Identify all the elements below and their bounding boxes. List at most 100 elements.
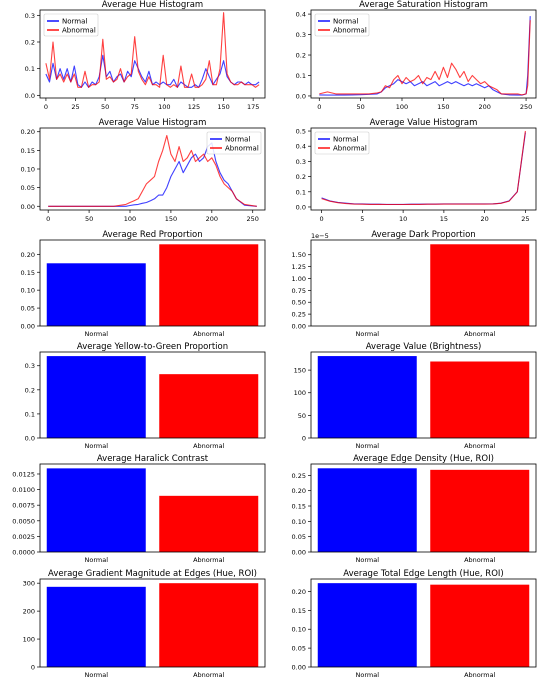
bar-normal bbox=[317, 583, 417, 667]
y-tick-label: 0.10 bbox=[21, 166, 35, 174]
x-category-label: Abnormal bbox=[193, 442, 225, 450]
x-tick-label: 150 bbox=[217, 103, 229, 111]
chart-panel-1: Average Hue Histogram 0.0 0.1 0.2 0.3 0 25 50 75… bbox=[25, 0, 266, 111]
x-category-label: Abnormal bbox=[464, 671, 496, 679]
y-tick-label: 0.2 bbox=[296, 52, 306, 60]
y-tick-label: 1.50 bbox=[292, 251, 306, 259]
x-category-label: Normal bbox=[355, 671, 379, 679]
y-tick-label: 0.20 bbox=[21, 128, 35, 136]
y-tick-label: 0.5 bbox=[296, 128, 306, 136]
y-tick-label: 0.05 bbox=[21, 305, 35, 313]
y-tick-label: 0.15 bbox=[21, 269, 35, 277]
y-tick-label: 0.0000 bbox=[12, 549, 35, 557]
y-tick-label: 0.1 bbox=[25, 410, 35, 418]
series-line-abnormal bbox=[48, 134, 257, 207]
legend-label: Normal bbox=[333, 136, 358, 144]
y-tick-label: 0.0 bbox=[25, 92, 35, 100]
y-tick-label: 0.3 bbox=[25, 12, 35, 20]
y-tick-label: 0.10 bbox=[292, 518, 306, 526]
y-tick-label: 1.25 bbox=[292, 263, 306, 271]
chart-panel-6: Average Dark Proportion 0.00 0.25 0.50 0.75 1… bbox=[292, 230, 537, 338]
axes-frame bbox=[310, 127, 537, 211]
y-tick-label: 0.75 bbox=[292, 287, 306, 295]
chart-title: Average Hue Histogram bbox=[102, 0, 203, 10]
x-category-label: Normal bbox=[355, 442, 379, 450]
chart-title: Average Haralick Contrast bbox=[97, 454, 209, 464]
chart-panel-5: Average Red Proportion 0.00 0.05 0.10 0.15 0.… bbox=[21, 230, 266, 338]
legend-label: Abnormal bbox=[62, 27, 96, 35]
x-tick-label: 15 bbox=[440, 215, 448, 223]
legend-label: Abnormal bbox=[225, 145, 259, 153]
chart-title: Average Value (Brightness) bbox=[366, 342, 482, 352]
chart-panel-12: Average Total Edge Length (Hue, ROI) 0.00… bbox=[292, 569, 537, 679]
x-tick-label: 0 bbox=[317, 103, 321, 111]
series-line-abnormal bbox=[321, 130, 526, 206]
y-tick-label: 0.15 bbox=[21, 147, 35, 155]
y-tick-label: 0.05 bbox=[292, 645, 306, 653]
y-tick-label: 0.0125 bbox=[12, 470, 35, 478]
axes-frame bbox=[39, 351, 266, 439]
series-line-normal bbox=[48, 142, 257, 207]
y-tick-label: 0.0 bbox=[25, 435, 35, 443]
y-tick-label: 1.00 bbox=[292, 275, 306, 283]
bar-normal bbox=[317, 356, 417, 438]
y-tick-label: 0.25 bbox=[292, 472, 306, 480]
x-tick-label: 100 bbox=[158, 103, 170, 111]
y-tick-label: 0.50 bbox=[292, 299, 306, 307]
chart-title: Average Value Histogram bbox=[99, 118, 207, 128]
axes-frame bbox=[310, 239, 537, 327]
bar-abnormal bbox=[430, 361, 530, 438]
x-tick-label: 50 bbox=[356, 103, 364, 111]
x-tick-label: 250 bbox=[520, 103, 532, 111]
axes-frame bbox=[39, 463, 266, 553]
y-tick-label: 300 bbox=[23, 580, 35, 588]
chart-panel-8: Average Value (Brightness) 0 50 100 150 Norma… bbox=[294, 342, 537, 450]
y-tick-label: 0.0075 bbox=[12, 502, 35, 510]
x-tick-label: 50 bbox=[101, 103, 109, 111]
x-tick-label: 0 bbox=[44, 103, 48, 111]
bar-normal bbox=[46, 356, 146, 438]
y-tick-label: 0.15 bbox=[292, 503, 306, 511]
x-category-label: Abnormal bbox=[464, 442, 496, 450]
x-tick-label: 25 bbox=[521, 215, 529, 223]
series-line-abnormal bbox=[45, 12, 260, 88]
y-tick-label: 0.2 bbox=[25, 386, 35, 394]
chart-title: Average Dark Proportion bbox=[371, 230, 475, 240]
x-category-label: Abnormal bbox=[193, 556, 225, 564]
y-tick-label: 0.4 bbox=[296, 11, 306, 19]
y-tick-label: 0 bbox=[302, 435, 306, 443]
x-category-label: Normal bbox=[355, 330, 379, 338]
x-tick-label: 0 bbox=[320, 215, 324, 223]
y-tick-label: 0.2 bbox=[25, 39, 35, 47]
legend-label: Normal bbox=[225, 136, 250, 144]
chart-title: Average Gradient Magnitude at Edges (Hue… bbox=[48, 569, 257, 579]
axes-frame bbox=[39, 239, 266, 327]
x-tick-label: 100 bbox=[396, 103, 408, 111]
bar-abnormal bbox=[159, 244, 259, 326]
y-tick-label: 50 bbox=[298, 412, 306, 420]
y-tick-label: 0.2 bbox=[296, 173, 306, 181]
bar-abnormal bbox=[430, 244, 530, 326]
chart-panel-7: Average Yellow-to-Green Proportion 0.0 0.1… bbox=[25, 342, 266, 450]
axes-frame bbox=[39, 127, 266, 211]
bar-abnormal bbox=[159, 374, 259, 438]
x-category-label: Abnormal bbox=[464, 556, 496, 564]
bar-normal bbox=[317, 468, 417, 552]
bar-abnormal bbox=[430, 469, 530, 552]
legend-label: Abnormal bbox=[333, 27, 367, 35]
y-tick-label: 0.20 bbox=[292, 588, 306, 596]
chart-panel-4: Average Value Histogram 0.0 0.1 0.2 0.3 0.4 0.… bbox=[296, 118, 537, 223]
bar-abnormal bbox=[430, 584, 530, 667]
y-tick-label: 0.0 bbox=[296, 92, 306, 100]
bar-normal bbox=[46, 586, 146, 667]
x-tick-label: 20 bbox=[481, 215, 489, 223]
y-tick-label: 150 bbox=[294, 367, 306, 375]
legend-label: Normal bbox=[62, 18, 87, 26]
chart-panel-9: Average Haralick Contrast 0.0000 0.0025 0.0… bbox=[12, 454, 266, 564]
y-tick-label: 0.05 bbox=[292, 533, 306, 541]
x-tick-label: 75 bbox=[131, 103, 139, 111]
axes-frame bbox=[39, 578, 266, 668]
axes-frame bbox=[310, 9, 537, 99]
offset-label: 1e−5 bbox=[311, 232, 329, 240]
y-tick-label: 0.0 bbox=[296, 203, 306, 211]
